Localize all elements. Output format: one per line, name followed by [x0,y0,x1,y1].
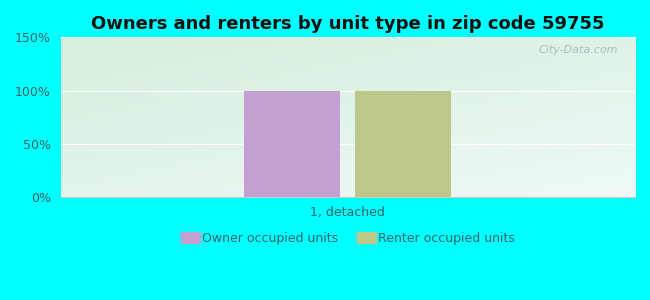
Bar [244,91,340,197]
Legend: Owner occupied units, Renter occupied units: Owner occupied units, Renter occupied un… [176,227,520,250]
Title: Owners and renters by unit type in zip code 59755: Owners and renters by unit type in zip c… [91,15,604,33]
Bar [356,91,451,197]
Text: City-Data.com: City-Data.com [538,45,617,55]
